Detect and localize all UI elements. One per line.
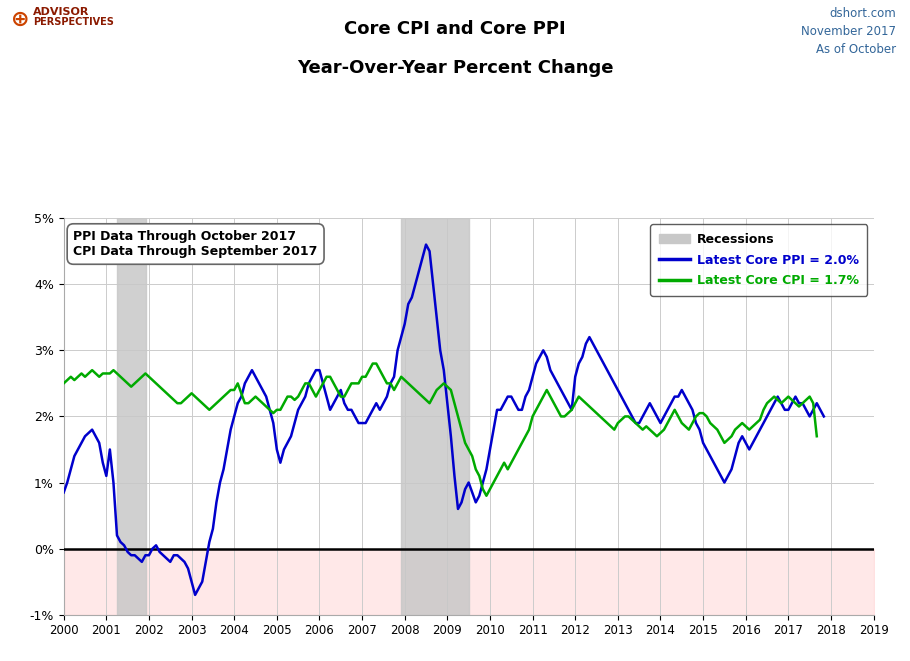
Text: ADVISOR: ADVISOR	[33, 7, 89, 17]
Text: PPI Data Through October 2017
CPI Data Through September 2017: PPI Data Through October 2017 CPI Data T…	[74, 230, 318, 258]
Bar	[117, 218, 146, 615]
Bar	[401, 218, 469, 615]
Text: ⊕: ⊕	[11, 10, 29, 30]
Legend: Recessions, Latest Core PPI = 2.0%, Latest Core CPI = 1.7%: Recessions, Latest Core PPI = 2.0%, Late…	[651, 224, 867, 296]
Text: PERSPECTIVES: PERSPECTIVES	[33, 17, 114, 26]
Text: Core CPI and Core PPI: Core CPI and Core PPI	[344, 20, 566, 38]
Text: dshort.com
November 2017
As of October: dshort.com November 2017 As of October	[802, 7, 896, 56]
Text: Year-Over-Year Percent Change: Year-Over-Year Percent Change	[297, 59, 613, 77]
